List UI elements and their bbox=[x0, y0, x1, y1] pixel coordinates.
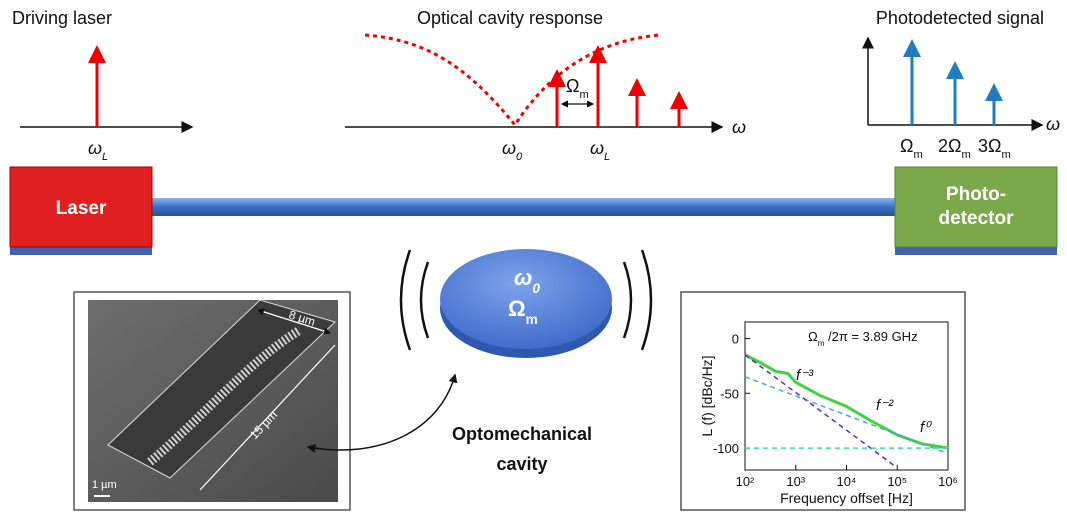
series-line bbox=[744, 354, 898, 469]
x-tick-label: 10² bbox=[736, 474, 755, 489]
caption: cavity bbox=[496, 454, 547, 474]
sub: 0 bbox=[516, 151, 523, 163]
rest: /2π = 3.89 GHz bbox=[824, 329, 917, 344]
sub: m bbox=[818, 339, 825, 348]
harmonic-label: 2Ωm bbox=[938, 136, 971, 161]
base: ω bbox=[514, 265, 532, 290]
annotation: Ωm /2π = 3.89 GHz bbox=[808, 329, 918, 348]
base: Ω bbox=[900, 136, 913, 156]
x-tick-label: 10³ bbox=[786, 474, 805, 489]
base: Ω bbox=[508, 296, 526, 321]
sub: 0 bbox=[532, 281, 540, 296]
y-tick-label: 0 bbox=[732, 331, 739, 346]
sem-beam bbox=[147, 326, 303, 466]
harmonic-label: 3Ωm bbox=[978, 136, 1011, 161]
x-tick-label: 10⁴ bbox=[836, 474, 856, 489]
base: Ω bbox=[566, 76, 579, 96]
driving-title: Driving laser bbox=[12, 8, 112, 28]
base: Ω bbox=[808, 329, 818, 344]
sem-scale: 1 µm bbox=[92, 479, 117, 491]
plot-frame bbox=[680, 291, 966, 511]
axis-label: ω bbox=[1046, 114, 1060, 134]
y-tick-label: -100 bbox=[713, 441, 739, 456]
cavity-curve bbox=[364, 33, 661, 128]
base: ω bbox=[590, 138, 604, 158]
detector-box bbox=[894, 166, 1058, 248]
sub: m bbox=[526, 312, 538, 327]
sub: m bbox=[1001, 149, 1010, 161]
sub: L bbox=[102, 151, 108, 163]
slope-label: f⁻² bbox=[876, 397, 894, 414]
cavity-title: Optical cavity response bbox=[417, 8, 603, 28]
fiber bbox=[150, 198, 898, 216]
base: 3Ω bbox=[978, 136, 1001, 156]
dim-arrow bbox=[256, 308, 332, 335]
detector-label: detector bbox=[939, 208, 1015, 229]
disk-omegam: Ωm bbox=[508, 296, 538, 327]
base: ω bbox=[502, 138, 516, 158]
base: ω bbox=[88, 138, 102, 158]
disk-omega0: ω0 bbox=[514, 265, 540, 296]
spacing-label: Ωm bbox=[566, 76, 589, 101]
omega-l: ωL bbox=[88, 138, 108, 163]
y-axis-label: L (f) [dBc/Hz] bbox=[699, 355, 715, 436]
phase-noise-plot: 0 -50 -100 10² 10³ 10⁴ 10⁵ 10⁶ Ωm /2π = 3.89 GHz… bbox=[699, 321, 958, 506]
omega-0: ω0 bbox=[502, 138, 523, 163]
disk bbox=[440, 249, 612, 349]
x-tick-label: 10⁵ bbox=[887, 474, 907, 489]
sub: m bbox=[913, 149, 922, 161]
x-axis-label: Frequency offset [Hz] bbox=[780, 490, 913, 506]
slope-label: f⁻³ bbox=[796, 367, 814, 384]
axis-label: ω bbox=[732, 117, 746, 137]
laser-label: Laser bbox=[56, 198, 107, 219]
sub: L bbox=[604, 151, 610, 163]
series-line bbox=[744, 376, 949, 455]
photo-title: Photodetected signal bbox=[876, 8, 1044, 28]
omega-l: ωL bbox=[590, 138, 610, 163]
slope-label: f⁰ bbox=[920, 419, 932, 436]
link-arrow bbox=[306, 373, 458, 453]
y-tick-label: -50 bbox=[720, 386, 739, 401]
base: 2Ω bbox=[938, 136, 961, 156]
laser-box bbox=[9, 166, 153, 248]
detector-label: Photo- bbox=[946, 184, 1006, 205]
caption: Optomechanical bbox=[452, 424, 592, 444]
dim-arrow bbox=[199, 344, 336, 491]
vibration-arcs bbox=[399, 249, 653, 351]
harmonic-label: Ωm bbox=[900, 136, 923, 161]
x-tick-label: 10⁶ bbox=[938, 474, 958, 489]
sub: m bbox=[579, 89, 588, 101]
sub: m bbox=[961, 149, 970, 161]
